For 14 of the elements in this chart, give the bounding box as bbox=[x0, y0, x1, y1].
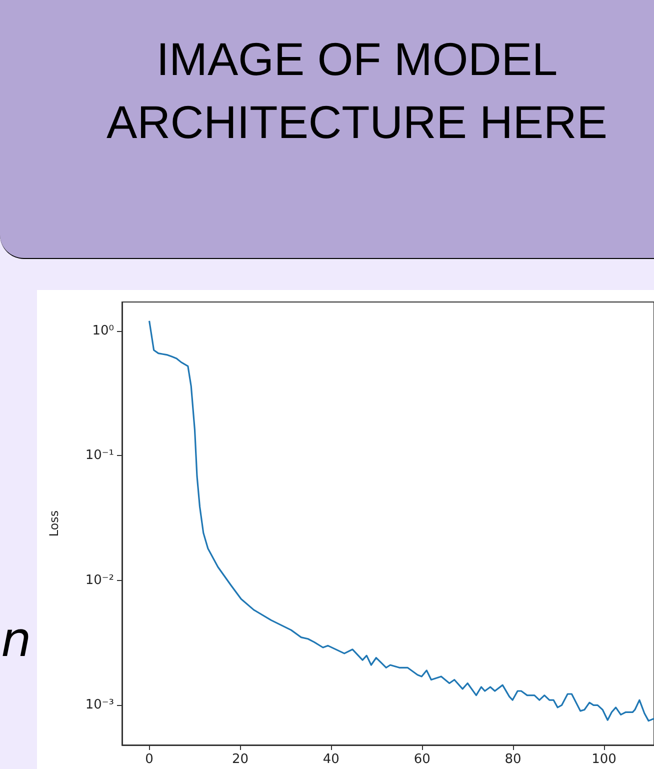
x-tick-label: 60 bbox=[414, 752, 430, 767]
x-tick-label: 80 bbox=[504, 752, 522, 767]
y-tick-label: 10⁻¹ bbox=[85, 448, 114, 464]
x-tick-label: 40 bbox=[322, 752, 340, 767]
line-series bbox=[148, 320, 654, 722]
text: n bbox=[1, 612, 32, 668]
y-axis-title: Loss bbox=[47, 510, 61, 537]
text: IMAGE OF MODEL ARCHITECTURE HERE bbox=[106, 32, 608, 150]
y-tick-label: 10⁻³ bbox=[85, 698, 114, 713]
x-tick-label: 100 bbox=[592, 752, 616, 767]
y-tick-label: 10⁻² bbox=[85, 572, 114, 588]
x-tick-label: 20 bbox=[232, 752, 248, 767]
y-tick-label: 10⁰ bbox=[92, 323, 114, 338]
x-tick-label: 0 bbox=[145, 752, 154, 767]
